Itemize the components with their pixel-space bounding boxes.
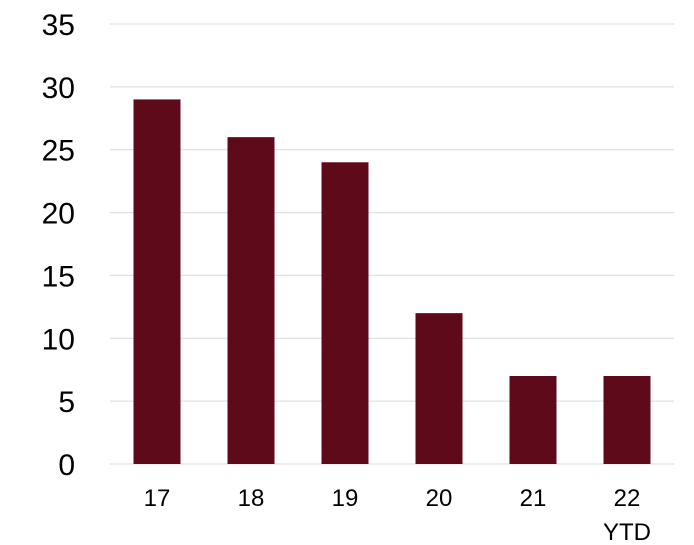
x-tick-label: 17 (144, 485, 171, 512)
bars-layer (133, 99, 651, 465)
bar (509, 376, 557, 464)
y-tick-label: 35 (42, 9, 75, 42)
bar (603, 376, 651, 464)
x-tick-label: 21 (520, 485, 547, 512)
x-tick-label: 19 (332, 485, 359, 512)
y-tick-label: 0 (58, 449, 75, 482)
x-tick-label: 20 (426, 485, 453, 512)
y-tick-label: 5 (58, 386, 75, 419)
bar (133, 99, 181, 464)
x-tick-label: YTD (603, 519, 651, 545)
x-axis-ticks: 17 18 19 20 21 22 YTD (144, 485, 651, 545)
x-tick-label: 18 (238, 485, 265, 512)
y-tick-label: 25 (42, 135, 75, 168)
bar (321, 162, 369, 465)
bar (415, 313, 463, 464)
y-tick-label: 10 (42, 323, 75, 356)
bar (227, 137, 275, 464)
y-tick-label: 30 (42, 72, 75, 105)
y-axis-ticks: 0 5 10 15 20 25 30 35 (42, 9, 75, 482)
x-tick-label: 22 (614, 485, 641, 512)
grid-layer (110, 23, 674, 465)
y-tick-label: 20 (42, 198, 75, 231)
y-tick-label: 15 (42, 260, 75, 293)
